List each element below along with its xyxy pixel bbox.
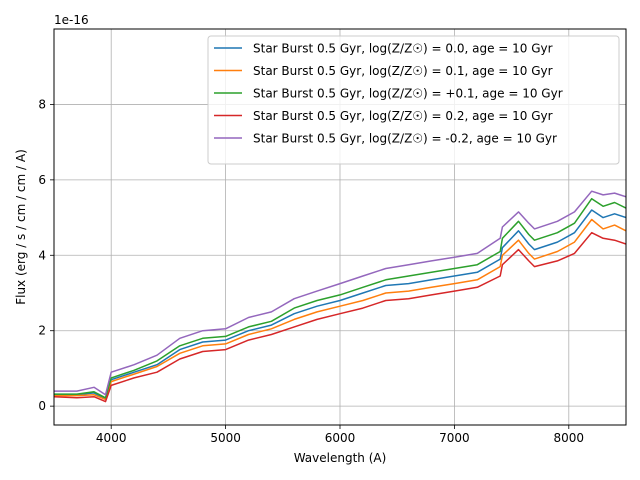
x-tick-label: 5000 <box>210 431 241 445</box>
legend-box <box>207 35 620 165</box>
y-axis-label: Flux (erg / s / cm / cm / A) <box>14 149 28 305</box>
legend: Star Burst 0.5 Gyr, log(Z/Z☉) = 0.0, age… <box>207 35 620 165</box>
x-tick-label: 6000 <box>325 431 356 445</box>
y-tick-label: 4 <box>38 248 46 262</box>
x-axis-ticks: 4000 5000 6000 7000 8000 <box>96 425 584 445</box>
y-axis-ticks: 0 2 4 6 8 <box>38 97 54 413</box>
series-line-1 <box>54 209 626 400</box>
legend-label-5: Star Burst 0.5 Gyr, log(Z/Z☉) = -0.2, ag… <box>253 132 557 146</box>
series-line-4 <box>54 231 626 403</box>
legend-label-2: Star Burst 0.5 Gyr, log(Z/Z☉) = 0.1, age… <box>253 64 553 78</box>
x-axis-label: Wavelength (A) <box>294 451 387 465</box>
y-tick-label: 0 <box>38 399 46 413</box>
series-layer <box>54 190 626 403</box>
legend-label-4: Star Burst 0.5 Gyr, log(Z/Z☉) = 0.2, age… <box>253 109 553 123</box>
series-line-3 <box>54 197 626 399</box>
series-line-5 <box>54 190 626 396</box>
y-tick-label: 8 <box>38 97 46 111</box>
x-tick-label: 4000 <box>96 431 127 445</box>
y-offset-label: 1e-16 <box>54 13 89 27</box>
legend-label-3: Star Burst 0.5 Gyr, log(Z/Z☉) = +0.1, ag… <box>253 87 563 101</box>
y-tick-label: 2 <box>38 324 46 338</box>
x-tick-label: 7000 <box>439 431 470 445</box>
y-tick-label: 6 <box>38 173 46 187</box>
x-tick-label: 8000 <box>554 431 585 445</box>
legend-label-1: Star Burst 0.5 Gyr, log(Z/Z☉) = 0.0, age… <box>253 42 553 56</box>
series-line-2 <box>54 218 626 401</box>
